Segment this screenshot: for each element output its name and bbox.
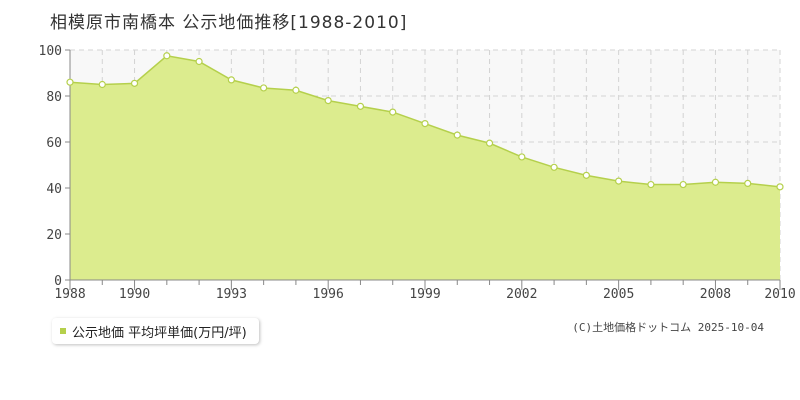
data-point	[260, 84, 268, 92]
data-point	[130, 79, 139, 87]
data-point	[292, 86, 300, 94]
x-tick-label: 1999	[409, 287, 440, 302]
data-point	[389, 108, 397, 116]
x-tick-label: 2005	[603, 287, 634, 302]
chart-title: 相模原市南橋本 公示地価推移[1988-2010]	[50, 13, 408, 33]
data-point	[324, 96, 332, 105]
y-tick-label: 40	[46, 182, 62, 197]
data-point	[744, 179, 752, 187]
y-tick-label: 60	[46, 136, 62, 151]
axis-layer	[65, 49, 781, 290]
x-tick-label: 2008	[700, 287, 731, 302]
data-point	[66, 78, 74, 86]
data-point	[582, 171, 590, 179]
data-point	[356, 102, 365, 110]
series-area	[70, 55, 780, 280]
legend-label: 公示地価 平均坪単価(万円/坪)	[72, 325, 247, 341]
data-point	[711, 178, 720, 186]
x-tick-label: 1988	[54, 287, 85, 302]
data-point	[227, 76, 235, 84]
legend: 公示地価 平均坪単価(万円/坪)	[52, 318, 259, 344]
data-point	[647, 180, 655, 189]
x-tick-label: 1996	[313, 287, 344, 302]
data-point	[453, 131, 461, 139]
data-point	[195, 57, 203, 66]
y-tick-label: 80	[46, 90, 62, 105]
x-tick-label: 2010	[764, 287, 795, 302]
y-tick-labels: 0 20 40 60 80 100	[39, 44, 62, 289]
data-point	[485, 139, 494, 147]
y-tick-label: 20	[46, 228, 62, 243]
legend-swatch	[60, 328, 66, 334]
x-tick-labels: 1988 1990 1993 1996 1999 2002 2005 2008 2010	[54, 287, 795, 302]
y-tick-label: 100	[39, 44, 62, 59]
data-point	[776, 183, 784, 191]
data-point	[518, 153, 526, 161]
x-tick-label: 1990	[119, 287, 150, 302]
data-point	[163, 52, 171, 60]
data-point	[421, 119, 429, 128]
data-point	[679, 180, 687, 189]
y-tick-label: 0	[54, 274, 62, 289]
copyright-credit: (C)土地価格ドットコム 2025-10-04	[572, 321, 764, 334]
x-tick-label: 2002	[506, 287, 537, 302]
data-point	[550, 163, 558, 171]
data-point	[615, 177, 623, 185]
marker-layer	[66, 52, 784, 191]
data-point	[98, 80, 106, 89]
x-tick-label: 1993	[216, 287, 247, 302]
